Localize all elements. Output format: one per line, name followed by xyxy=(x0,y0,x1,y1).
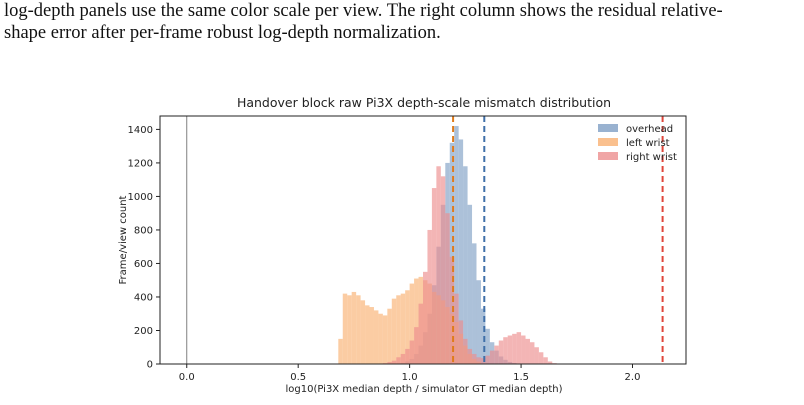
bar-right-wrist xyxy=(387,361,392,364)
bar-left-wrist xyxy=(400,293,406,364)
bar-right-wrist xyxy=(445,213,450,364)
bar-right-wrist xyxy=(529,342,535,364)
bar-left-wrist xyxy=(382,315,388,364)
y-tick-label: 0 xyxy=(147,360,153,371)
y-tick-label: 1400 xyxy=(128,125,153,136)
y-ticks: 0 200 400 600 800 1000 1200 1400 xyxy=(128,125,160,371)
bar-right-wrist xyxy=(454,293,459,364)
bar-right-wrist xyxy=(472,353,477,364)
bar-right-wrist xyxy=(485,355,490,364)
bar-left-wrist xyxy=(369,307,374,364)
bar-right-wrist xyxy=(538,352,544,364)
bar-right-wrist xyxy=(489,350,495,364)
bar-right-wrist xyxy=(423,271,428,364)
y-tick-label: 200 xyxy=(134,326,153,337)
bar-right-wrist xyxy=(463,338,468,364)
chart-title: Handover block raw Pi3X depth-scale mism… xyxy=(237,95,611,110)
x-ticks: 0.0 0.5 1.0 1.5 2.0 xyxy=(179,364,641,383)
bar-right-wrist xyxy=(436,166,441,364)
bar-right-wrist xyxy=(512,333,517,364)
bar-left-wrist xyxy=(387,308,392,364)
caption-line-2: shape error after per-frame robust log-d… xyxy=(4,23,441,43)
legend-label-right-wrist: right wrist xyxy=(626,152,677,163)
bar-right-wrist xyxy=(449,256,455,364)
y-tick-label: 400 xyxy=(134,292,153,303)
bar-right-wrist xyxy=(418,303,423,364)
bar-left-wrist xyxy=(378,313,383,364)
bar-left-wrist xyxy=(342,293,348,364)
y-axis-label: Frame/view count xyxy=(118,195,129,284)
histogram-chart: Handover block raw Pi3X depth-scale mism… xyxy=(0,80,804,400)
bar-overhead xyxy=(458,139,464,364)
caption-line-1: log-depth panels use the same color scal… xyxy=(4,1,723,21)
bar-right-wrist xyxy=(467,348,473,364)
bar-right-wrist xyxy=(409,340,415,364)
bar-right-wrist xyxy=(494,345,499,364)
bars-group xyxy=(338,126,557,365)
legend-swatch-left-wrist xyxy=(598,138,618,146)
legend-label-left-wrist: left wrist xyxy=(626,138,670,149)
reference-lines xyxy=(186,116,664,364)
bar-overhead xyxy=(467,204,473,364)
bar-overhead xyxy=(472,243,477,364)
bar-right-wrist xyxy=(458,320,464,364)
legend: overhead left wrist right wrist xyxy=(598,124,677,163)
bar-right-wrist xyxy=(516,332,522,364)
chart-svg: Handover block raw Pi3X depth-scale mism… xyxy=(118,95,687,395)
bar-left-wrist xyxy=(373,310,379,364)
bar-left-wrist xyxy=(409,283,415,364)
bar-right-wrist xyxy=(396,357,401,364)
bar-right-wrist xyxy=(391,360,397,364)
x-tick-label: 1.5 xyxy=(513,372,529,383)
bar-right-wrist xyxy=(543,357,548,364)
plot-frame xyxy=(159,115,687,365)
bar-left-wrist xyxy=(396,295,401,364)
bar-left-wrist xyxy=(414,278,419,364)
bar-left-wrist xyxy=(360,300,366,364)
bar-left-wrist xyxy=(405,290,410,364)
bar-right-wrist xyxy=(440,176,446,364)
bar-right-wrist xyxy=(476,357,481,364)
figure-caption: log-depth panels use the same color scal… xyxy=(4,0,794,44)
y-tick-label: 800 xyxy=(134,225,153,236)
bar-right-wrist xyxy=(534,347,539,364)
bar-right-wrist xyxy=(503,337,508,364)
bar-right-wrist xyxy=(521,335,526,364)
y-tick-label: 600 xyxy=(134,259,153,270)
x-tick-label: 0.5 xyxy=(290,372,306,383)
bar-right-wrist xyxy=(414,327,419,364)
legend-label-overhead: overhead xyxy=(626,124,673,135)
x-axis-label: log10(Pi3X median depth / simulator GT m… xyxy=(285,384,562,395)
bar-right-wrist xyxy=(480,358,486,364)
y-tick-label: 1200 xyxy=(128,158,153,169)
bar-overhead xyxy=(454,126,459,365)
x-tick-label: 0.0 xyxy=(179,372,195,383)
legend-swatch-overhead xyxy=(598,124,618,132)
bar-overhead xyxy=(485,328,490,364)
bar-right-wrist xyxy=(498,340,504,364)
y-tick-label: 1000 xyxy=(128,192,153,203)
bar-right-wrist xyxy=(427,229,432,364)
bar-overhead xyxy=(449,142,455,364)
bar-left-wrist xyxy=(347,295,352,364)
x-tick-label: 1.0 xyxy=(402,372,418,383)
bar-overhead xyxy=(480,308,486,364)
bar-left-wrist xyxy=(365,305,370,364)
bar-right-wrist xyxy=(400,353,406,364)
bar-left-wrist xyxy=(351,291,357,364)
x-tick-label: 2.0 xyxy=(625,372,641,383)
bar-left-wrist xyxy=(338,338,343,364)
bar-right-wrist xyxy=(431,188,437,364)
bar-left-wrist xyxy=(391,298,397,364)
bar-left-wrist xyxy=(356,295,361,364)
bar-right-wrist xyxy=(547,361,553,364)
legend-swatch-right-wrist xyxy=(598,152,618,160)
bar-overhead xyxy=(463,166,468,364)
bar-right-wrist xyxy=(405,348,410,364)
bar-overhead xyxy=(476,280,481,364)
bar-right-wrist xyxy=(525,338,530,364)
bar-right-wrist xyxy=(507,335,513,364)
